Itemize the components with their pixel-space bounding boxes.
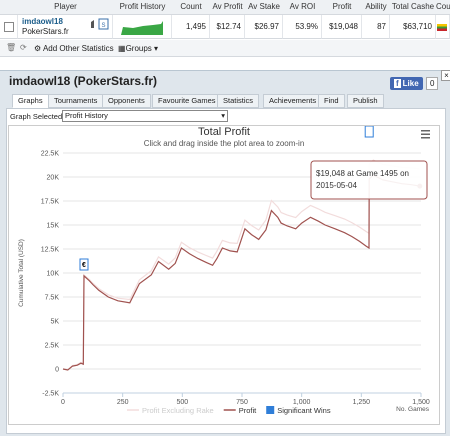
row-checkbox-cell	[0, 15, 18, 39]
y-tick-label: 2.5K	[45, 343, 60, 350]
x-tick-label: 1,250	[353, 399, 371, 406]
y-tick-label: 0	[55, 367, 59, 374]
header-cell[interactable]: Cou	[436, 0, 450, 15]
y-tick-label: 5K	[50, 319, 59, 326]
av-stake-cell: $26.97	[245, 15, 283, 39]
tab[interactable]: Publish	[347, 94, 384, 108]
svg-text:S: S	[101, 23, 105, 29]
y-tick-label: 17.5K	[41, 199, 60, 206]
legend-label: Profit	[239, 406, 257, 415]
tooltip-line: 2015-05-04	[316, 181, 357, 190]
graph-select[interactable]: Profit History ▾	[62, 110, 228, 122]
add-stats-button[interactable]: ⚙ Add Other Statistics	[34, 44, 114, 53]
tab[interactable]: Tournaments	[48, 94, 104, 108]
ability-cell: 87	[362, 15, 390, 39]
header-cell[interactable]: Av Stake	[245, 0, 284, 15]
header-cell[interactable]: Total Cashe	[390, 0, 437, 15]
y-tick-label: -2.5K	[42, 391, 59, 398]
significant-win-flag	[364, 126, 374, 138]
player-icons[interactable]: S	[88, 18, 110, 30]
x-tick-label: 1,500	[412, 399, 430, 406]
header-cell	[0, 0, 19, 15]
x-tick-label: 0	[61, 399, 65, 406]
profit-cell: $19,048	[322, 15, 362, 39]
chart-subtitle: Click and drag inside the plot area to z…	[144, 139, 305, 148]
y-tick-label: 22.5K	[41, 151, 60, 158]
sparkline-cell	[113, 15, 172, 39]
x-tick-label: 500	[176, 399, 188, 406]
tooltip-line: $19,048 at Game 1495 on	[316, 169, 409, 178]
delete-icon[interactable]: 🗑	[6, 43, 17, 52]
series-line	[62, 159, 420, 371]
header-cell[interactable]: Profit History	[113, 0, 173, 15]
country-cell	[436, 15, 450, 39]
y-tick-label: 12.5K	[41, 247, 60, 254]
sparkline	[121, 21, 163, 35]
total-cashed-cell: $63,710	[390, 15, 436, 39]
header-cell[interactable]: Profit	[322, 0, 363, 15]
player-name[interactable]: imdaowl18	[22, 17, 63, 26]
tooltip-box	[310, 160, 428, 200]
header-cell[interactable]: Count	[172, 0, 211, 15]
flag-box	[79, 258, 89, 271]
add-stats-label: Add Other Statistics	[42, 44, 114, 53]
header-cell[interactable]: Player	[18, 0, 114, 15]
tab[interactable]: Graphs	[12, 94, 49, 108]
y-axis-label: Cumulative Total (USD)	[18, 239, 25, 307]
player-cell: imdaowl18 PokerStars.fr S	[18, 15, 113, 39]
graph-select-value: Profit History	[65, 111, 108, 120]
legend-swatch	[266, 406, 275, 414]
groups-label: Groups	[125, 44, 152, 53]
legend-label: Significant Wins	[277, 406, 331, 415]
header-cell[interactable]: Ability	[362, 0, 391, 15]
refresh-icon[interactable]: ⟳	[20, 43, 27, 52]
y-tick-label: 10K	[47, 271, 60, 278]
count-cell: 1,495	[172, 15, 210, 39]
like-count: 0	[426, 77, 439, 90]
flag-box	[364, 126, 374, 138]
x-axis-label: No. Games	[396, 406, 430, 413]
tab[interactable]: Achievements	[263, 94, 323, 108]
y-tick-label: 20K	[47, 175, 60, 182]
y-tick-label: 15K	[47, 223, 60, 230]
chart-title: Total Profit	[198, 126, 250, 138]
groups-button[interactable]: ▦Groups ▾	[118, 44, 159, 53]
x-tick-label: 750	[236, 399, 248, 406]
fb-logo: f	[394, 79, 401, 88]
close-button[interactable]: ×	[441, 70, 450, 81]
significant-win-flag: €	[79, 258, 89, 271]
x-tick-label: 250	[117, 399, 129, 406]
flag-icon	[437, 24, 447, 31]
player-site: PokerStars.fr	[22, 27, 69, 36]
flag-label: €	[82, 262, 86, 269]
panel-title: imdaowl18 (PokerStars.fr)	[9, 74, 158, 88]
checkbox[interactable]	[4, 22, 14, 32]
y-tick-label: 7.5K	[45, 295, 60, 302]
header-cell[interactable]: Av Profit	[210, 0, 246, 15]
tooltip: $19,048 at Game 1495 on 2015-05-04	[310, 160, 428, 200]
toolbar: 🗑 ⟳ ⚙ Add Other Statistics ▦Groups ▾	[0, 40, 450, 57]
av-profit-cell: $12.74	[210, 15, 245, 39]
legend-label: Profit Excluding Rake	[142, 406, 214, 415]
tab[interactable]: Favourite Games	[152, 94, 222, 108]
tab[interactable]: Opponents	[102, 94, 151, 108]
tab[interactable]: Find	[318, 94, 345, 108]
series-line	[62, 174, 420, 371]
like-button[interactable]: f Like	[390, 77, 423, 90]
like-label: Like	[402, 79, 419, 88]
chart: Total Profit Click and drag inside the p…	[8, 125, 440, 425]
av-roi-cell: 53.9%	[283, 15, 322, 39]
header-cell[interactable]: Av ROI	[283, 0, 323, 15]
tab[interactable]: Statistics	[217, 94, 260, 108]
menu-icon[interactable]	[421, 130, 430, 139]
x-tick-label: 1,000	[293, 399, 311, 406]
graph-selected-label: Graph Selected:	[10, 112, 65, 121]
